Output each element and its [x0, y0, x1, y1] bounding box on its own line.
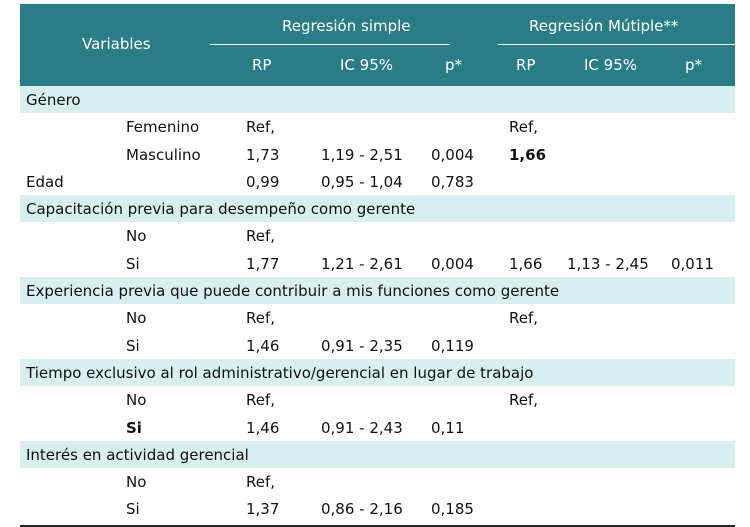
- cell-rp1: 1,46: [246, 418, 280, 437]
- group-row: Capacitación previa para desempeño como …: [20, 195, 735, 223]
- multiple-regression-header: Regresión Mútiple**: [529, 17, 679, 35]
- cell-p1: 0,783: [431, 172, 474, 191]
- row-label: No: [126, 391, 147, 410]
- cell-p1: 0,004: [431, 145, 474, 164]
- row-label: Tiempo exclusivo al rol administrativo/g…: [26, 363, 534, 382]
- group-row: Género: [20, 86, 735, 114]
- cell-ic1: 0,95 - 1,04: [321, 172, 403, 191]
- cell-rp1: Ref,: [246, 473, 276, 492]
- cell-rp1: Ref,: [246, 391, 276, 410]
- table-row: Si 1,77 1,21 - 2,61 0,004 1,66 1,13 - 2,45 0,0…: [20, 250, 735, 277]
- group-row: Experiencia previa que puede contribuir …: [20, 277, 735, 305]
- cell-rp1: 1,77: [246, 254, 280, 273]
- cell-rp1: Ref,: [246, 309, 276, 328]
- table-row: Si 1,37 0,86 - 2,16 0,185: [20, 495, 735, 522]
- row-label: Género: [26, 91, 81, 109]
- row-label: Capacitación previa para desempeño como …: [26, 200, 416, 219]
- table-row: No Ref, Ref,: [20, 304, 735, 331]
- col-rp-multiple: RP: [516, 56, 536, 74]
- cell-rp2: 1,66: [509, 145, 547, 164]
- table-body: Género Femenino Ref, Ref, Masculino 1,73 1,19 …: [20, 86, 735, 523]
- cell-ic1: 1,19 - 2,51: [321, 145, 403, 164]
- cell-rp1: 1,37: [246, 500, 280, 519]
- row-label: Si: [126, 418, 142, 437]
- cell-rp1: 0,99: [246, 172, 280, 191]
- cell-ic1: 0,91 - 2,43: [321, 418, 403, 437]
- cell-rp2: 1,66: [509, 254, 543, 273]
- cell-p1: 0,185: [431, 500, 474, 519]
- col-ic-simple: IC 95%: [340, 56, 394, 74]
- row-label: Masculino: [126, 145, 201, 164]
- table-row: Edad 0,99 0,95 - 1,04 0,783: [20, 168, 735, 195]
- table-row: Si 1,46 0,91 - 2,43 0,11: [20, 414, 735, 441]
- cell-p2: 0,011: [671, 254, 714, 273]
- cell-ic2: 1,13 - 2,45: [567, 254, 649, 273]
- variables-header: Variables: [82, 35, 151, 53]
- cell-rp1: 1,46: [246, 336, 280, 355]
- cell-rp2: Ref,: [509, 118, 539, 137]
- cell-p1: 0,11: [431, 418, 465, 437]
- col-p-multiple: p*: [685, 56, 703, 74]
- simple-header-rule: [210, 44, 450, 45]
- table-bottom-rule: [20, 524, 735, 527]
- row-label: Si: [126, 336, 140, 355]
- group-row: Interés en actividad gerencial: [20, 440, 735, 469]
- group-row: Tiempo exclusivo al rol administrativo/g…: [20, 358, 735, 387]
- simple-regression-header: Regresión simple: [282, 17, 411, 35]
- row-label: Femenino: [126, 118, 200, 137]
- cell-ic1: 0,91 - 2,35: [321, 336, 403, 355]
- table-row: Masculino 1,73 1,19 - 2,51 0,004 1,66: [20, 141, 735, 168]
- cell-ic1: 0,86 - 2,16: [321, 500, 403, 519]
- col-rp-simple: RP: [252, 56, 272, 74]
- cell-rp2: Ref,: [509, 391, 539, 410]
- row-label: Interés en actividad gerencial: [26, 445, 249, 464]
- row-label: No: [126, 227, 147, 246]
- row-label: No: [126, 309, 147, 328]
- cell-rp1: 1,73: [246, 145, 280, 164]
- cell-ic1: 1,21 - 2,61: [321, 254, 403, 273]
- row-label: No: [126, 473, 147, 492]
- row-label: Si: [126, 254, 140, 273]
- col-ic-multiple: IC 95%: [584, 56, 638, 74]
- row-label: Si: [126, 500, 140, 519]
- cell-rp1: Ref,: [246, 118, 276, 137]
- regression-table: Variables Regresión simple Regresión Mút…: [20, 4, 735, 527]
- table-row: No Ref,: [20, 222, 735, 249]
- cell-rp1: Ref,: [246, 227, 276, 246]
- cell-rp2: Ref,: [509, 309, 539, 328]
- table-row: Si 1,46 0,91 - 2,35 0,119: [20, 332, 735, 359]
- table-row: Femenino Ref, Ref,: [20, 113, 735, 140]
- multiple-header-rule: [498, 44, 735, 45]
- cell-p1: 0,004: [431, 254, 474, 273]
- row-label: Edad: [26, 172, 64, 191]
- cell-p1: 0,119: [431, 336, 474, 355]
- col-p-simple: p*: [445, 56, 463, 74]
- row-label: Experiencia previa que puede contribuir …: [26, 282, 560, 301]
- table-header: Variables Regresión simple Regresión Mút…: [20, 4, 735, 86]
- table-row: No Ref, Ref,: [20, 386, 735, 413]
- table-row: No Ref,: [20, 468, 735, 495]
